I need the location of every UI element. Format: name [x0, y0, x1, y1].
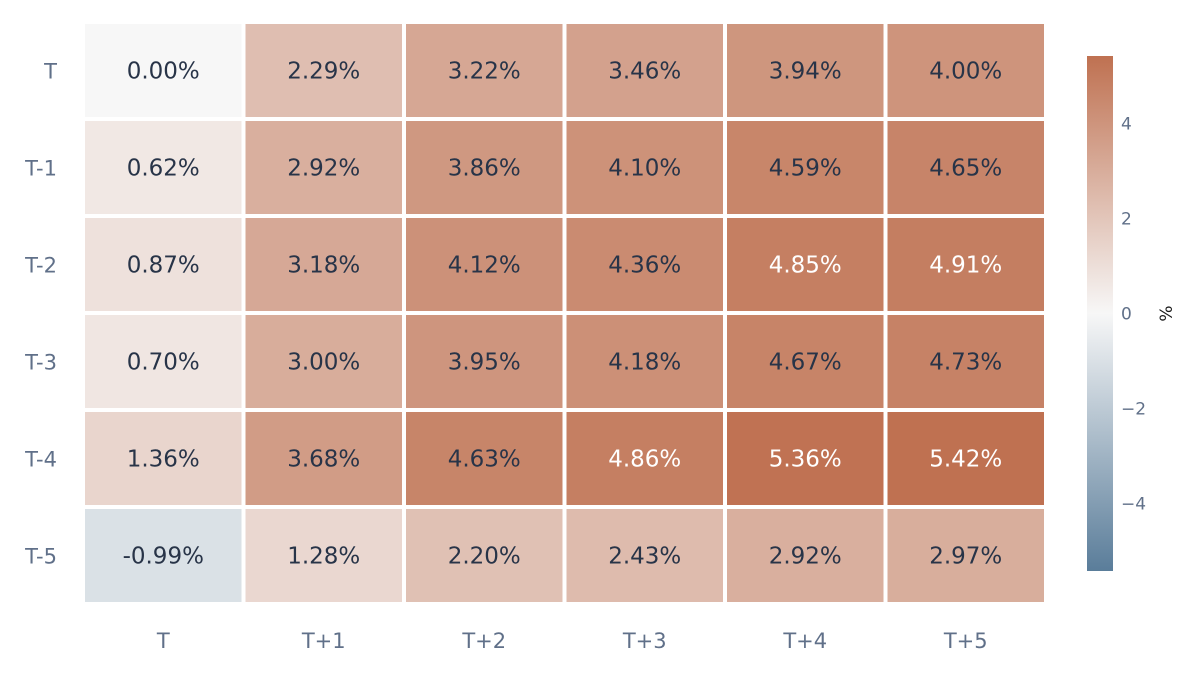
heatmap-cell [566, 412, 723, 505]
cell-value-label: 3.00% [287, 350, 360, 376]
cell-value-label: 4.00% [929, 59, 1002, 85]
cell-value-label: 1.28% [287, 544, 360, 570]
cell-value-label: 4.63% [448, 447, 521, 473]
heatmap-cell [85, 412, 242, 505]
x-tick-label: T+5 [943, 629, 988, 653]
heatmap-cell [85, 24, 242, 117]
heatmap-cell [727, 24, 884, 117]
cell-value-label: 0.00% [127, 59, 200, 85]
colorbar-ticks: −4 −2 0 2 4 [1121, 114, 1146, 514]
heatmap-cell [245, 218, 402, 311]
heatmap-cell [245, 315, 402, 408]
cell-labels: 0.00% 2.29% 3.22% 3.46% 3.94% 4.00% 0.62% 2.92%… [123, 59, 1003, 570]
cell-value-label: 3.94% [769, 59, 842, 85]
cell-value-label: 2.92% [769, 544, 842, 570]
x-tick-label: T+4 [782, 629, 827, 653]
colorbar: −4 −2 0 2 4 % [1087, 56, 1177, 571]
heatmap-cell [85, 218, 242, 311]
cell-value-label: 4.18% [608, 350, 681, 376]
y-tick-label: T-1 [24, 157, 57, 181]
x-tick-label: T+2 [461, 629, 506, 653]
heatmap-cell [566, 509, 723, 602]
cell-value-label: 3.22% [448, 59, 521, 85]
heatmap-cell [566, 121, 723, 214]
heatmap-cell [887, 315, 1044, 408]
heatmap-cell [566, 315, 723, 408]
cell-value-label: 0.62% [127, 156, 200, 182]
cell-value-label: 2.97% [929, 544, 1002, 570]
heatmap-cell [245, 121, 402, 214]
colorbar-tick-label: 0 [1121, 305, 1132, 325]
cell-value-label: 4.12% [448, 253, 521, 279]
heatmap-cell [85, 509, 242, 602]
colorbar-gradient [1087, 56, 1113, 571]
cell-value-label: 2.92% [287, 156, 360, 182]
cell-value-label: 4.86% [608, 447, 681, 473]
heatmap-cell [245, 24, 402, 117]
x-tick-label: T+1 [301, 629, 346, 653]
colorbar-tick-label: 4 [1121, 114, 1132, 134]
cell-value-label: 4.59% [769, 156, 842, 182]
cell-value-label: 4.91% [929, 253, 1002, 279]
cell-value-label: 5.36% [769, 447, 842, 473]
cell-value-label: 2.43% [608, 544, 681, 570]
heatmap-cell [566, 24, 723, 117]
colorbar-tick-label: 2 [1121, 209, 1132, 229]
cell-value-label: 2.29% [287, 59, 360, 85]
heatmap-cell [406, 315, 563, 408]
heatmap-cell [727, 315, 884, 408]
cell-value-label: 4.36% [608, 253, 681, 279]
heatmap-cell [727, 218, 884, 311]
cell-value-label: 5.42% [929, 447, 1002, 473]
y-tick-label: T-2 [24, 254, 57, 278]
heatmap-cell [887, 509, 1044, 602]
cell-value-label: 0.87% [127, 253, 200, 279]
heatmap-cell [566, 218, 723, 311]
cell-value-label: 3.86% [448, 156, 521, 182]
cell-value-label: 0.70% [127, 350, 200, 376]
cell-value-label: 3.46% [608, 59, 681, 85]
heatmap-cell [887, 121, 1044, 214]
heatmap-cell [406, 218, 563, 311]
heatmap-cell [85, 121, 242, 214]
heatmap-cell [406, 412, 563, 505]
cell-value-label: 4.85% [769, 253, 842, 279]
cell-value-label: 2.20% [448, 544, 521, 570]
cell-value-label: 3.95% [448, 350, 521, 376]
heatmap-cell [85, 315, 242, 408]
colorbar-tick-label: −2 [1121, 400, 1146, 420]
heatmap-cell [727, 121, 884, 214]
cell-value-label: 3.18% [287, 253, 360, 279]
cell-value-label: -0.99% [123, 544, 204, 570]
heatmap-cells [85, 24, 1044, 602]
cell-value-label: 4.10% [608, 156, 681, 182]
x-tick-label: T [156, 629, 170, 653]
heatmap-cell [406, 509, 563, 602]
heatmap-cell [406, 24, 563, 117]
y-tick-label: T-5 [24, 545, 57, 569]
y-tick-label: T-4 [24, 448, 57, 472]
y-axis: T T-1 T-2 T-3 T-4 T-5 [24, 60, 57, 569]
cell-value-label: 4.73% [929, 350, 1002, 376]
cell-value-label: 3.68% [287, 447, 360, 473]
heatmap-cell [887, 412, 1044, 505]
heatmap-cell [406, 121, 563, 214]
colorbar-title: % [1157, 305, 1177, 321]
y-tick-label: T [43, 60, 57, 84]
cell-value-label: 4.67% [769, 350, 842, 376]
y-tick-label: T-3 [24, 351, 57, 375]
colorbar-tick-label: −4 [1121, 495, 1146, 515]
heatmap-cell [245, 412, 402, 505]
x-axis: T T+1 T+2 T+3 T+4 T+5 [156, 629, 988, 653]
cell-value-label: 4.65% [929, 156, 1002, 182]
heatmap-cell [727, 509, 884, 602]
heatmap-cell [887, 218, 1044, 311]
heatmap-cell [245, 509, 402, 602]
heatmap-cell [887, 24, 1044, 117]
heatmap-cell [727, 412, 884, 505]
x-tick-label: T+3 [622, 629, 667, 653]
cell-value-label: 1.36% [127, 447, 200, 473]
